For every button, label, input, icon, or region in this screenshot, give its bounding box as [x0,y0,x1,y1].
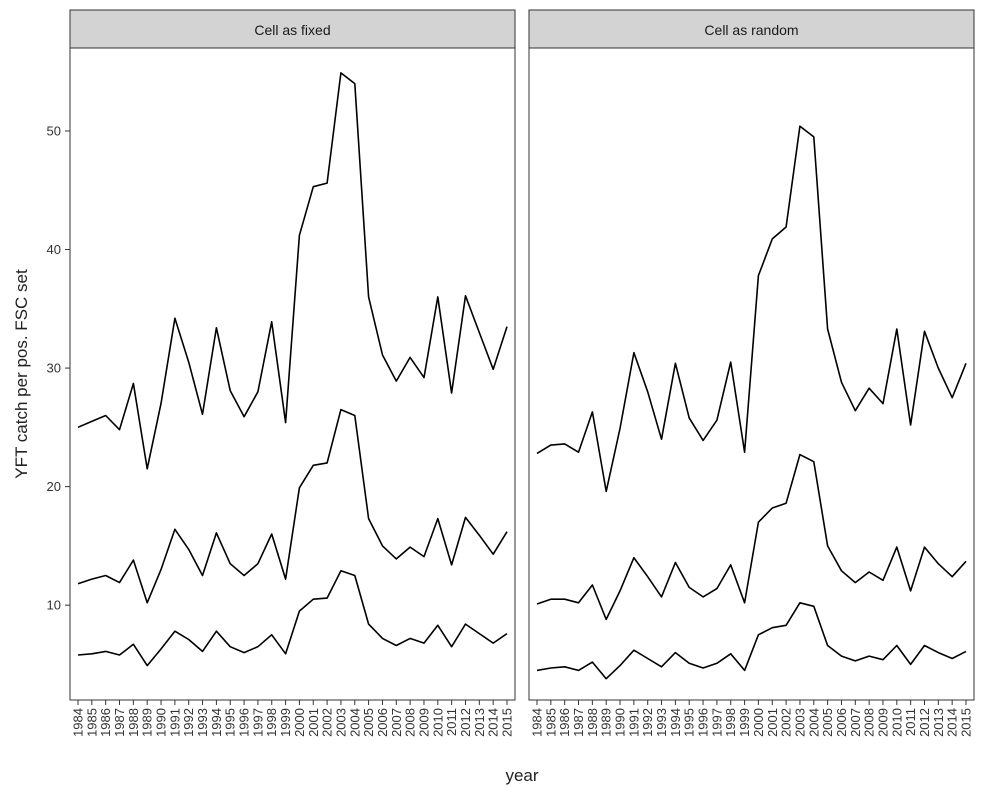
x-tick-label: 2011 [903,708,918,736]
x-tick-label: 2013 [931,708,946,737]
x-tick-label: 2011 [444,708,459,736]
series-line-0-1 [77,408,508,604]
panel-cell-as-random: Cell as random 1984198519861987198819891… [528,9,975,737]
x-tick-label: 2008 [403,708,418,737]
x-tick-label: 2001 [306,708,321,737]
x-tick-label: 2009 [876,708,891,737]
x-tick-label: 2004 [347,708,362,737]
x-tick-label: 1996 [696,708,711,737]
x-tick-label: 2013 [472,708,487,737]
x-ticks-right: 1984198519861987198819891990199119921993… [530,700,974,737]
x-tick-label: 1984 [71,708,86,737]
x-tick-label: 1992 [181,708,196,737]
x-tick-label: 1996 [237,708,252,737]
series-line-0-0 [77,72,508,470]
x-tick-label: 1988 [585,708,600,737]
x-tick-label: 2010 [430,708,445,737]
x-tick-label: 1990 [154,708,169,737]
series-line-1-2 [536,602,967,680]
x-tick-label: 1986 [98,708,113,737]
y-tick-label: 10 [47,598,61,613]
panel-marks-left [77,72,508,667]
y-axis: 10 20 30 40 50 [47,123,70,613]
x-tick-label: 1989 [599,708,614,737]
panel-strip-right [528,9,975,49]
x-tick-label: 2014 [945,708,960,737]
x-tick-label: 2002 [779,708,794,737]
x-tick-label: 1995 [682,708,697,737]
x-tick-label: 2000 [751,708,766,737]
x-tick-label: 1993 [654,708,669,737]
y-axis-title: YFT catch per pos. FSC set [12,269,31,479]
x-tick-label: 2010 [889,708,904,737]
x-tick-label: 2007 [848,708,863,737]
x-tick-label: 1992 [640,708,655,737]
x-tick-label: 1991 [167,708,182,737]
y-tick-label: 30 [47,361,61,376]
x-tick-label: 1995 [223,708,238,737]
x-tick-label: 1999 [278,708,293,737]
panel-title-right: Cell as random [704,22,798,38]
x-tick-label: 2000 [292,708,307,737]
x-tick-label: 2014 [486,708,501,737]
x-tick-label: 2008 [862,708,877,737]
series-line-1-0 [536,125,967,493]
series-line-0-2 [77,570,508,667]
x-tick-label: 2002 [320,708,335,737]
panel-marks-right [536,125,967,680]
x-tick-label: 2003 [333,708,348,737]
x-tick-label: 2007 [389,708,404,737]
x-tick-label: 1989 [140,708,155,737]
x-tick-label: 1985 [543,708,558,737]
x-tick-label: 1997 [709,708,724,737]
x-tick-label: 1993 [195,708,210,737]
panel-cell-as-fixed: Cell as fixed 19841985198619871988198919… [69,9,516,737]
x-tick-label: 1987 [112,708,127,737]
x-tick-label: 2006 [834,708,849,737]
x-tick-label: 1998 [723,708,738,737]
x-tick-label: 2005 [820,708,835,737]
x-tick-label: 1990 [613,708,628,737]
x-tick-label: 1986 [557,708,572,737]
x-tick-label: 1991 [626,708,641,737]
x-axis-title: year [505,766,538,785]
x-tick-label: 2005 [361,708,376,737]
x-tick-label: 2015 [959,708,974,737]
x-tick-label: 1988 [126,708,141,737]
series-line-1-1 [536,453,967,621]
x-tick-label: 1987 [571,708,586,737]
x-tick-label: 2004 [806,708,821,737]
x-tick-label: 2009 [417,708,432,737]
x-tick-label: 1997 [250,708,265,737]
y-tick-label: 50 [47,123,61,138]
x-tick-label: 2012 [458,708,473,737]
x-tick-label: 2006 [375,708,390,737]
x-tick-label: 1998 [264,708,279,737]
x-tick-label: 2015 [500,708,515,737]
y-tick-label: 20 [47,479,61,494]
panel-strip-left [69,9,516,49]
x-ticks-left: 1984198519861987198819891990199119921993… [71,700,515,737]
x-tick-label: 1999 [737,708,752,737]
x-tick-label: 1984 [530,708,545,737]
x-tick-label: 1994 [668,708,683,737]
y-tick-label: 40 [47,242,61,257]
x-tick-label: 1994 [209,708,224,737]
x-tick-label: 2012 [917,708,932,737]
x-tick-label: 2003 [792,708,807,737]
x-tick-label: 2001 [765,708,780,737]
panel-title-left: Cell as fixed [254,22,330,38]
x-tick-label: 1985 [84,708,99,737]
